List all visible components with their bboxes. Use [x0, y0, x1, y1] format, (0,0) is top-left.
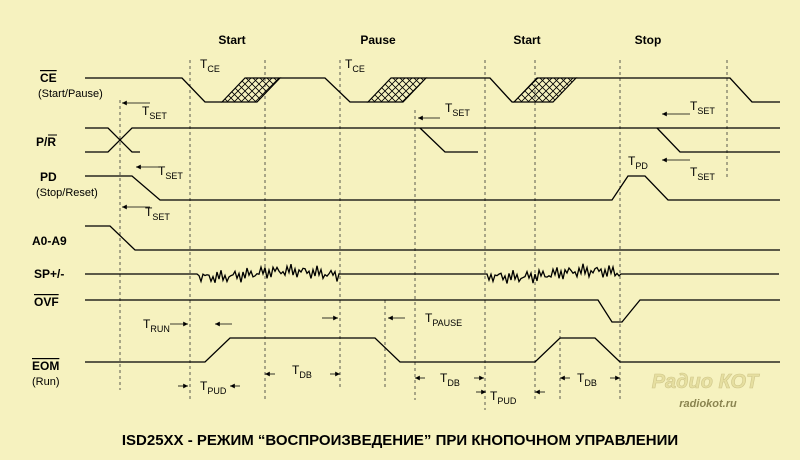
timing-subscript: DB	[447, 378, 460, 388]
timing-label: TPAUSE	[425, 311, 462, 328]
timing-symbol: T	[158, 164, 166, 178]
timing-symbol: T	[145, 205, 153, 219]
timing-subscript: CE	[352, 64, 365, 74]
timing-symbol: T	[143, 317, 151, 331]
timing-symbol: T	[345, 57, 353, 71]
timing-symbol: T	[440, 371, 448, 385]
phase-label: Pause	[360, 33, 396, 47]
timing-symbol: T	[425, 311, 433, 325]
eom-waveform	[85, 337, 780, 363]
timing-subscript: PUD	[497, 396, 517, 406]
timing-label: TCE	[200, 57, 220, 74]
timing-subscript: SET	[452, 108, 470, 118]
timing-symbol: T	[445, 101, 453, 115]
sp-waveform	[85, 263, 779, 284]
signal-note: (Stop/Reset)	[36, 187, 98, 199]
timing-subscript: SET	[697, 106, 715, 116]
timing-label: TSET	[145, 205, 170, 222]
timing-subscript: PAUSE	[432, 318, 462, 328]
timing-label: TRUN	[143, 317, 170, 334]
timing-subscript: DB	[299, 370, 312, 380]
timing-symbol: T	[142, 104, 150, 118]
timing-subscript: DB	[584, 378, 597, 388]
timing-subscript: SET	[152, 212, 170, 222]
timing-symbol: T	[690, 99, 698, 113]
phase-label: Stop	[635, 33, 662, 47]
reference-lines	[119, 60, 728, 410]
watermark-url: radiokot.ru	[679, 398, 737, 410]
timing-label: TSET	[690, 165, 715, 182]
timing-label: TSET	[690, 99, 715, 116]
timing-symbol: T	[200, 57, 208, 71]
timing-subscript: SET	[165, 171, 183, 181]
signal-note: (Run)	[32, 376, 60, 388]
signal-name: EOM	[32, 359, 59, 373]
timing-symbol: T	[292, 363, 300, 377]
timing-label: TSET	[158, 164, 183, 181]
signal-name: SP+/-	[34, 267, 64, 281]
timing-subscript: CE	[207, 64, 220, 74]
timing-label: TSET	[142, 104, 167, 121]
pd-waveform	[85, 175, 780, 201]
phase-label: Start	[513, 33, 540, 47]
timing-label: TPUD	[200, 379, 227, 396]
ce-waveform	[85, 77, 780, 103]
timing-symbol: T	[200, 379, 208, 393]
pr-waveform	[85, 127, 780, 153]
timing-subscript: PD	[635, 161, 648, 171]
timing-label: TPUD	[490, 389, 517, 406]
timing-symbol: T	[628, 154, 636, 168]
phase-label: Start	[218, 33, 245, 47]
timing-label: TDB	[292, 363, 312, 380]
timing-symbol: T	[577, 371, 585, 385]
timing-subscript: SET	[149, 111, 167, 121]
signal-name: P/R	[36, 135, 56, 149]
timing-label: TSET	[445, 101, 470, 118]
timing-arrows	[122, 100, 690, 395]
timing-subscript: PUD	[207, 386, 227, 396]
ovf-waveform	[85, 299, 780, 323]
timing-symbol: T	[690, 165, 698, 179]
timing-label: TDB	[577, 371, 597, 388]
timing-symbol: T	[490, 389, 498, 403]
signal-name: A0-A9	[32, 234, 67, 248]
timing-subscript: RUN	[150, 324, 170, 334]
watermark-logo: Радио КОТ	[652, 371, 760, 393]
signal-name: OVF	[34, 295, 59, 309]
caption: ISD25XX - РЕЖИМ “ВОСПРОИЗВЕДЕНИЕ” ПРИ КН…	[122, 432, 678, 449]
timing-label: TCE	[345, 57, 365, 74]
signal-note: (Start/Pause)	[38, 88, 103, 100]
address-waveform	[85, 225, 780, 251]
timing-label: TPD	[628, 154, 648, 171]
signal-name: CE	[40, 71, 57, 85]
timing-label: TDB	[440, 371, 460, 388]
signal-name: PD	[40, 170, 57, 184]
timing-subscript: SET	[697, 172, 715, 182]
